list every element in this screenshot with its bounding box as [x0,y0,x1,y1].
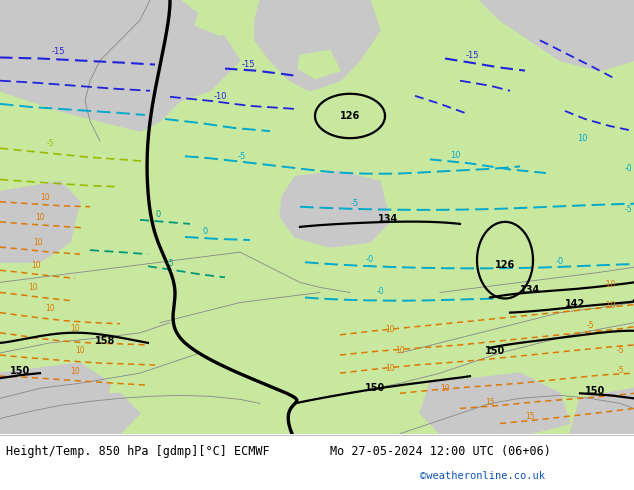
Text: 10: 10 [385,325,395,334]
Text: 150: 150 [485,346,505,356]
Polygon shape [0,0,240,131]
Text: 0: 0 [155,210,160,219]
Text: 158: 158 [95,336,115,346]
Polygon shape [30,393,140,434]
Polygon shape [280,172,390,247]
Text: 15: 15 [525,412,535,420]
Text: 10: 10 [440,384,450,393]
Text: 10: 10 [75,346,85,355]
Text: ©weatheronline.co.uk: ©weatheronline.co.uk [420,471,545,481]
Text: -5: -5 [46,139,54,148]
Text: 150: 150 [365,383,385,393]
Polygon shape [570,388,634,434]
Text: 10: 10 [577,134,587,143]
Text: -0: -0 [366,255,374,264]
Text: 10: 10 [40,193,50,202]
Text: -5: -5 [166,259,174,268]
Polygon shape [0,363,110,434]
Text: 15: 15 [485,398,495,407]
Text: 10: 10 [28,283,38,293]
Polygon shape [400,0,634,131]
Polygon shape [375,35,420,63]
Polygon shape [298,50,340,79]
Text: -15: -15 [242,60,255,69]
Text: 134: 134 [378,214,398,224]
Text: -5: -5 [624,205,632,214]
Text: 10: 10 [45,304,55,313]
Text: -15: -15 [51,48,65,56]
Text: 10: 10 [33,238,43,247]
Text: -0: -0 [624,165,632,173]
Text: -0: -0 [376,288,384,296]
Text: -5: -5 [586,321,594,330]
Text: -0: -0 [556,257,564,266]
Text: 150: 150 [10,366,30,376]
Text: 134: 134 [520,286,540,295]
Text: -5: -5 [238,152,246,161]
Polygon shape [195,5,240,35]
Text: 10: 10 [70,324,80,333]
Text: -5: -5 [616,366,624,375]
Polygon shape [480,0,634,71]
Text: 10: 10 [385,364,395,373]
Polygon shape [0,181,80,262]
Text: 142: 142 [565,298,585,309]
Text: Mo 27-05-2024 12:00 UTC (06+06): Mo 27-05-2024 12:00 UTC (06+06) [330,445,551,458]
Text: 10: 10 [395,346,405,355]
Text: -5: -5 [616,346,624,355]
Text: 0: 0 [202,227,207,236]
Text: -15: -15 [465,51,479,60]
Text: 126: 126 [495,260,515,270]
Text: -10: -10 [213,92,227,101]
Text: 10: 10 [31,261,41,270]
Text: 150: 150 [585,386,605,396]
Polygon shape [255,0,380,91]
Text: Height/Temp. 850 hPa [gdmp][°C] ECMWF: Height/Temp. 850 hPa [gdmp][°C] ECMWF [6,445,269,458]
Text: 10: 10 [70,367,80,376]
Text: -10: -10 [604,300,616,310]
Text: 10: 10 [450,151,460,160]
Text: 126: 126 [340,111,360,121]
Text: 10: 10 [36,213,45,222]
Text: -10: -10 [604,280,616,290]
Text: -5: -5 [351,199,359,208]
Polygon shape [420,373,570,434]
